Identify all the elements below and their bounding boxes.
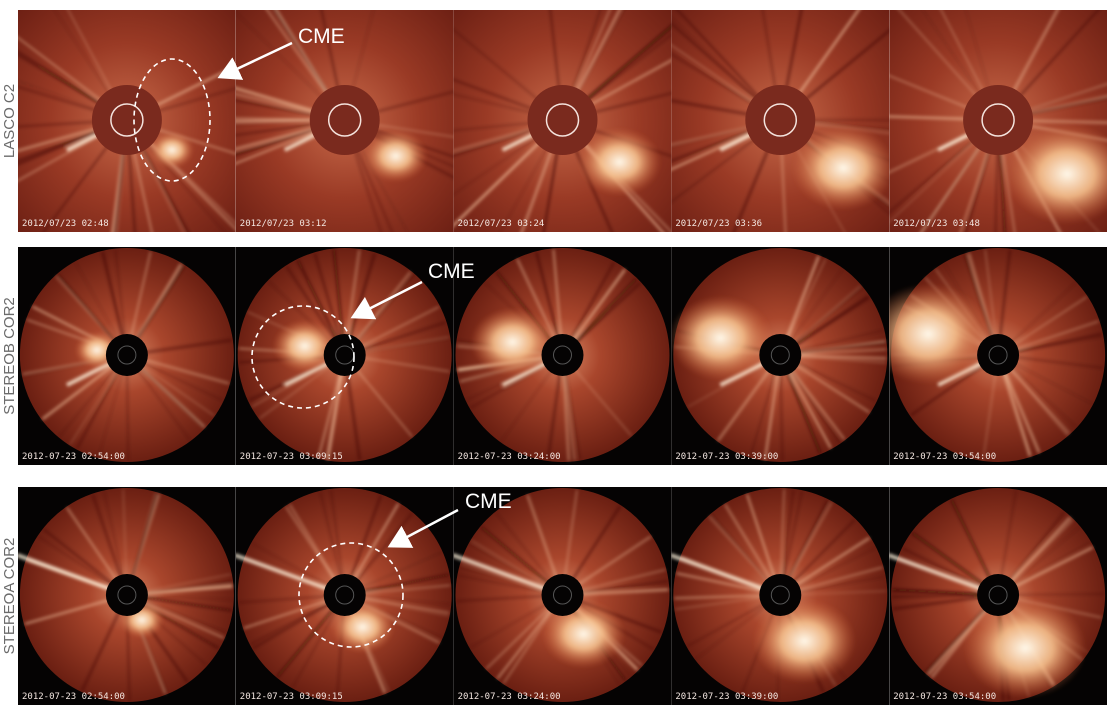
occulter (541, 334, 584, 376)
solar-limb (553, 585, 572, 605)
solar-limb (988, 345, 1008, 365)
cme-cloud (791, 125, 890, 211)
image-panel: 2012-07-23 03:54:00 (889, 487, 1107, 705)
cme-cloud (272, 319, 337, 373)
solar-limb (110, 103, 144, 137)
cme-cloud (963, 597, 1087, 699)
cme-cloud (889, 283, 990, 385)
cme-cloud (541, 599, 626, 669)
timestamp: 2012-07-23 02:54:00 (22, 452, 125, 462)
solar-limb (770, 585, 790, 605)
timestamp: 2012-07-23 03:24:00 (458, 452, 561, 462)
solar-limb (770, 345, 790, 365)
occulter (759, 334, 802, 376)
image-panel: 2012-07-23 02:54:00 (18, 247, 236, 465)
occulter (105, 334, 148, 376)
occulter (977, 334, 1020, 376)
row-label: STEREOA COR2 (1, 538, 18, 655)
image-panel: 2012-07-23 02:54:00 (18, 487, 236, 705)
cme-outline (133, 58, 211, 182)
occulter (91, 85, 162, 155)
solar-limb (988, 585, 1008, 605)
cme-cloud (363, 129, 428, 183)
image-panel: 2012-07-23 03:54:00 (889, 247, 1107, 465)
timestamp: 2012/07/23 03:48 (893, 219, 980, 229)
cme-cloud (149, 132, 194, 168)
occulter (963, 85, 1034, 155)
image-panel: 2012-07-23 03:24:00 (453, 247, 672, 465)
image-panel: 2012-07-23 03:39:00 (671, 487, 890, 705)
timestamp: 2012-07-23 02:54:00 (22, 692, 125, 702)
timestamp: 2012-07-23 03:09:15 (240, 692, 343, 702)
cme-cloud (1005, 123, 1108, 225)
cme-arrow (350, 280, 423, 320)
timestamp: 2012/07/23 03:24 (458, 219, 545, 229)
occulter (977, 574, 1020, 616)
cme-arrow (217, 41, 293, 80)
solar-limb (327, 103, 362, 137)
occulter (759, 574, 802, 616)
cme-label: CME (465, 490, 512, 513)
occulter (309, 85, 380, 155)
cme-cloud (671, 295, 772, 381)
timestamp: 2012-07-23 03:39:00 (675, 692, 778, 702)
cme-cloud (470, 307, 555, 377)
cme-label: CME (298, 25, 345, 48)
timestamp: 2012/07/23 03:12 (240, 219, 327, 229)
row-label: STEREOB COR2 (1, 297, 18, 415)
image-panel: 2012/07/23 03:36 (671, 10, 890, 232)
cme-cloud (752, 598, 856, 684)
solar-limb (553, 345, 572, 365)
timestamp: 2012/07/23 03:36 (675, 219, 762, 229)
solar-limb (117, 345, 137, 365)
solar-limb (763, 103, 798, 137)
image-panel: 2012-07-23 03:09:15 (235, 247, 454, 465)
occulter (541, 574, 584, 616)
image-panel: 2012-07-23 03:24:00 (453, 487, 672, 705)
timestamp: 2012/07/23 02:48 (22, 219, 109, 229)
timestamp: 2012-07-23 03:24:00 (458, 692, 561, 702)
timestamp: 2012-07-23 03:09:15 (240, 452, 343, 462)
image-panel: 2012/07/23 03:48 (889, 10, 1108, 232)
occulter (527, 85, 598, 155)
timestamp: 2012-07-23 03:54:00 (893, 452, 996, 462)
cme-outline (251, 305, 355, 409)
image-panel: 2012-07-23 03:39:00 (671, 247, 890, 465)
annotations: CME CME CME (133, 25, 512, 648)
occulter (323, 334, 366, 376)
timestamp: 2012-07-23 03:54:00 (893, 692, 996, 702)
row-label: LASCO C2 (1, 84, 18, 158)
solar-limb (117, 585, 137, 605)
image-panel: 2012/07/23 03:12 (235, 10, 454, 232)
timestamp: 2012-07-23 03:39:00 (675, 452, 778, 462)
solar-limb (335, 585, 355, 605)
occulter (105, 574, 148, 616)
row-labels: LASCO C2 STEREOB COR2 STEREOA COR2 (1, 84, 18, 654)
cme-label: CME (428, 260, 475, 283)
occulter (323, 574, 366, 616)
cme-cloud (577, 127, 662, 197)
solar-limb (981, 103, 1015, 137)
image-panel: 2012/07/23 03:24 (453, 10, 672, 232)
cme-arrow (387, 508, 459, 548)
image-panel: 2012-07-23 03:09:15 (235, 487, 454, 705)
solar-limb (545, 103, 580, 137)
image-panel: 2012/07/23 02:48 (18, 10, 236, 232)
occulter (745, 85, 816, 155)
cme-outline (298, 542, 404, 648)
